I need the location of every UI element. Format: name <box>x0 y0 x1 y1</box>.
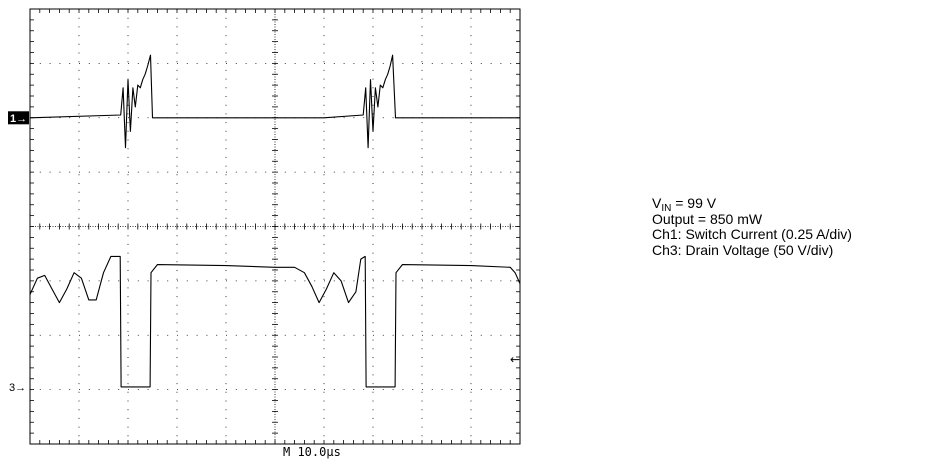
measurement-notes: VIN = 99 V Output = 850 mW Ch1: Switch C… <box>652 195 852 258</box>
plot-frame <box>29 8 521 445</box>
graticule <box>29 8 521 445</box>
ch3-note: Ch3: Drain Voltage (50 V/div) <box>652 241 834 258</box>
trigger-level-arrow-icon: ← <box>510 353 520 367</box>
ch1-marker-label: 1→ <box>10 113 27 125</box>
ch3-marker-label: 3→ <box>9 382 26 394</box>
ch1-marker-box <box>8 111 29 125</box>
traces <box>29 54 521 388</box>
vin-value: = 99 V <box>671 195 717 211</box>
vin-symbol: V <box>652 195 662 211</box>
ch1-marker: 1→ <box>8 111 29 125</box>
ch1-note: Ch1: Switch Current (0.25 A/div) <box>652 226 852 242</box>
vin-note: VIN = 99 V <box>652 195 852 214</box>
trace-ch3 <box>29 255 521 388</box>
trace-ch1 <box>29 54 520 149</box>
vin-subscript: IN <box>661 203 672 214</box>
timebase-label: M 10.0µs <box>283 445 341 459</box>
output-note: Output = 850 mW <box>652 210 763 227</box>
